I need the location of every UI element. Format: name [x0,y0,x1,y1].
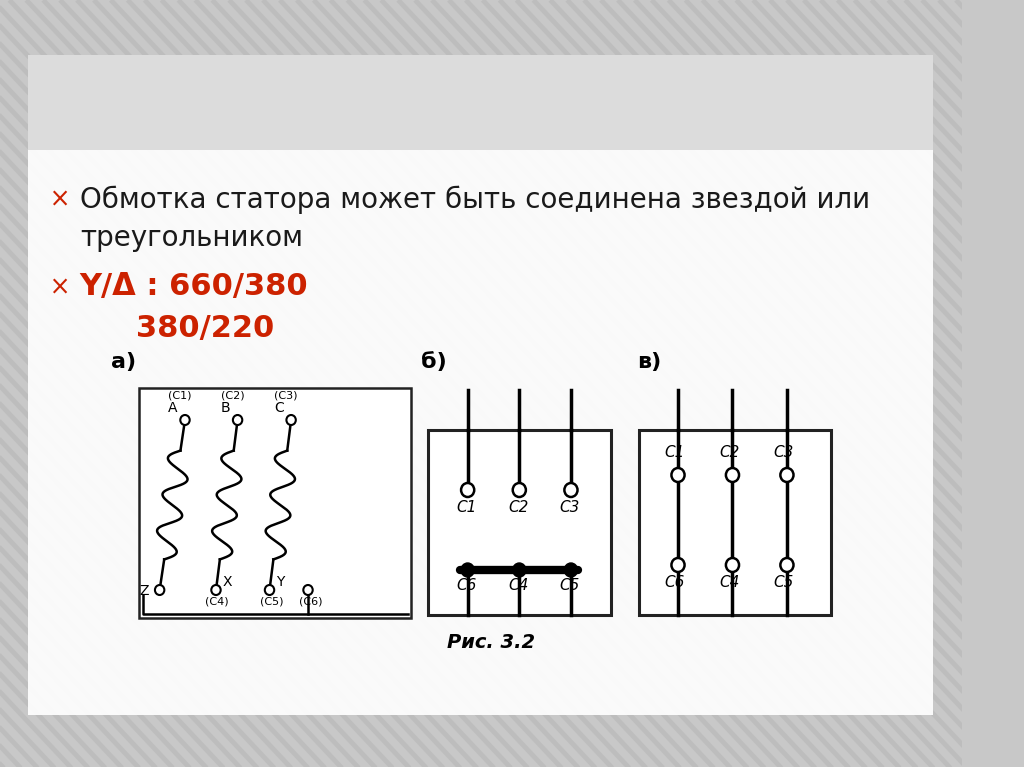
Text: (C4): (C4) [205,597,228,607]
Text: Обмотка статора может быть соединена звездой или: Обмотка статора может быть соединена зве… [80,186,870,214]
Circle shape [726,468,739,482]
Text: C3: C3 [774,445,795,460]
FancyBboxPatch shape [139,388,412,618]
FancyBboxPatch shape [29,55,934,150]
Text: (C3): (C3) [274,390,298,400]
Text: C6: C6 [457,578,477,593]
Text: C5: C5 [774,575,795,590]
Circle shape [513,563,526,577]
Circle shape [672,468,685,482]
Text: C4: C4 [508,578,528,593]
Text: б): б) [421,352,446,372]
Circle shape [180,415,189,425]
Circle shape [513,483,526,497]
FancyBboxPatch shape [29,55,934,715]
Text: (C2): (C2) [221,390,245,400]
Text: C1: C1 [665,445,685,460]
Text: C1: C1 [457,500,477,515]
Text: Y: Y [276,575,285,589]
Circle shape [265,585,274,595]
Circle shape [564,563,578,577]
Circle shape [726,558,739,572]
Text: C2: C2 [719,445,739,460]
Text: C5: C5 [560,578,580,593]
Text: (C6): (C6) [299,597,323,607]
Circle shape [564,483,578,497]
Text: C3: C3 [560,500,580,515]
Text: (C1): (C1) [168,390,191,400]
Text: а): а) [111,352,136,372]
Circle shape [211,585,221,595]
Text: C: C [274,401,284,415]
Text: в): в) [637,352,660,372]
Circle shape [155,585,164,595]
Text: (C5): (C5) [260,597,284,607]
Circle shape [461,563,474,577]
Circle shape [780,558,794,572]
Circle shape [672,558,685,572]
Text: C6: C6 [665,575,685,590]
Text: C4: C4 [719,575,739,590]
Text: B: B [221,401,230,415]
FancyBboxPatch shape [639,430,831,615]
Circle shape [461,483,474,497]
Circle shape [232,415,243,425]
Text: X: X [222,575,232,589]
Text: Рис. 3.2: Рис. 3.2 [447,633,536,652]
Text: A: A [168,401,177,415]
Text: 380/220: 380/220 [136,314,274,343]
Text: C2: C2 [508,500,528,515]
Circle shape [780,468,794,482]
Text: Z: Z [139,584,148,598]
Text: треугольником: треугольником [80,224,303,252]
Circle shape [303,585,312,595]
Text: Y/Δ : 660/380: Y/Δ : 660/380 [80,272,308,301]
Circle shape [287,415,296,425]
FancyBboxPatch shape [428,430,611,615]
